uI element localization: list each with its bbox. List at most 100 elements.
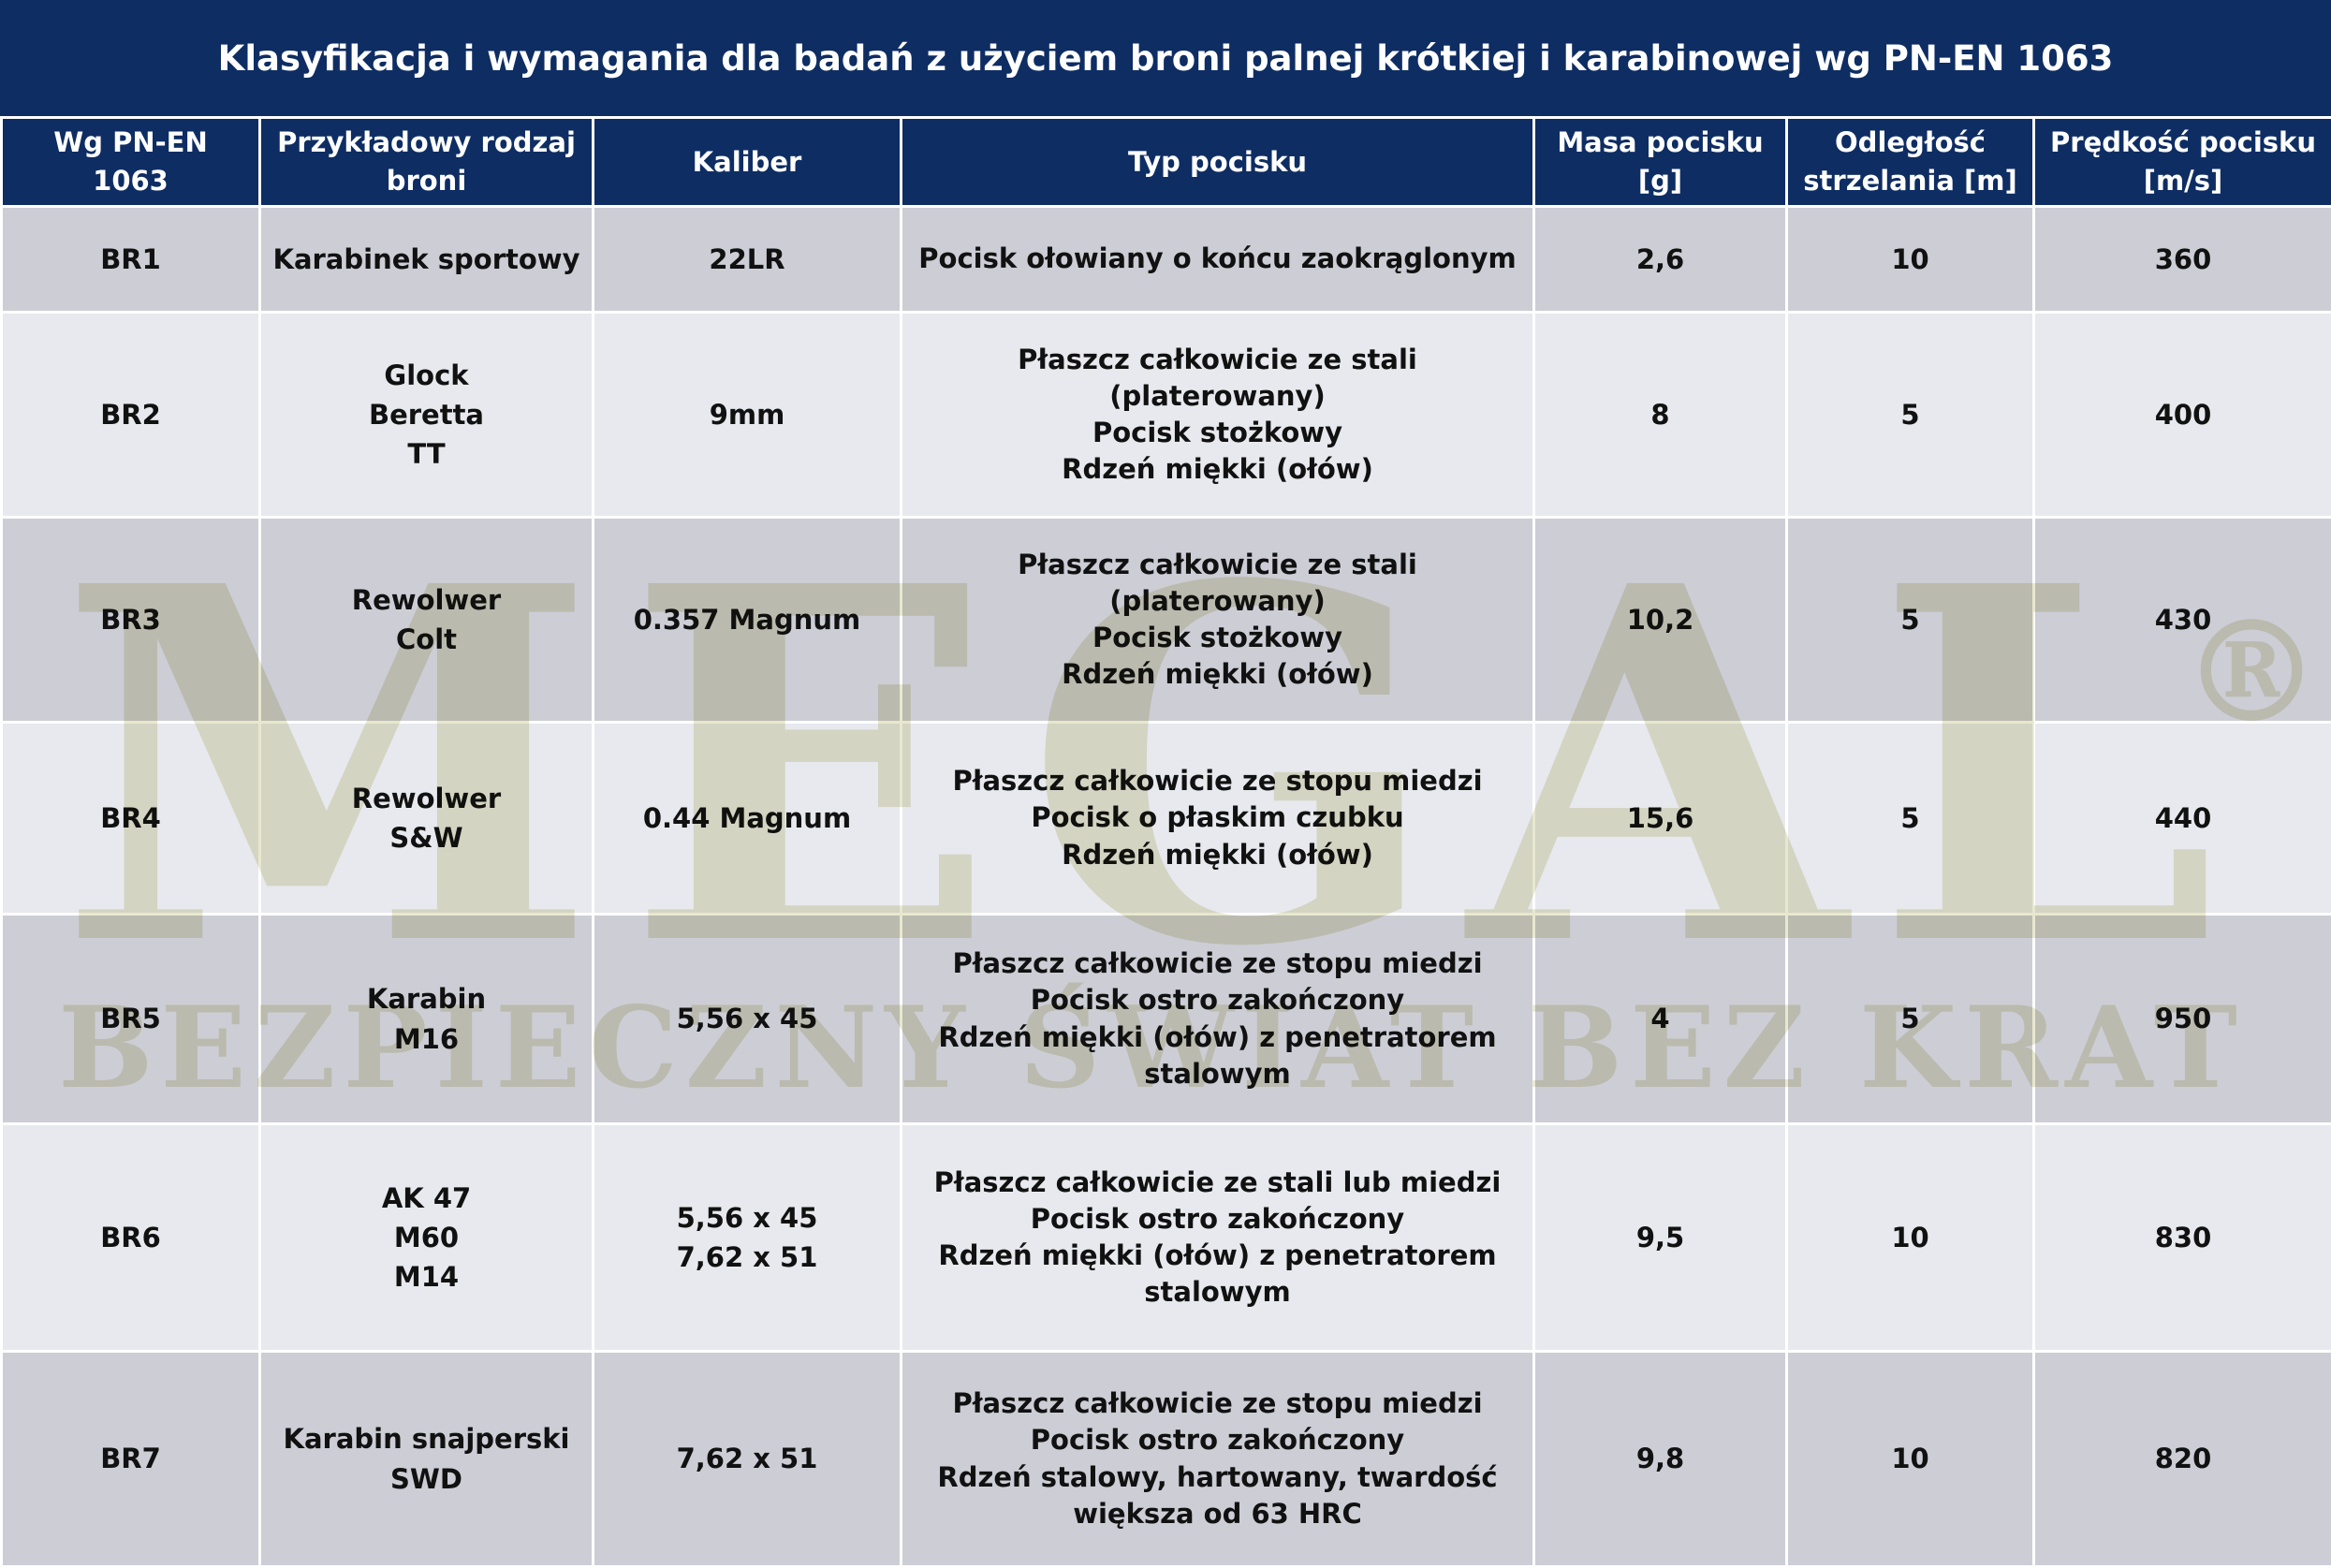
cell-line: 5,56 x 45: [676, 1201, 818, 1234]
cell-line: 9,5: [1635, 1221, 1685, 1253]
cell-line: 22LR: [709, 242, 785, 275]
table-row: BR1 Karabinek sportowy 22LR Pocisk ołowiany…: [0, 205, 2331, 314]
table-cell: 5,56 x 45: [592, 913, 902, 1125]
table-cell: BR6: [0, 1122, 261, 1353]
table-cell: BR1: [0, 205, 261, 314]
table-cell: 15,6: [1532, 721, 1788, 916]
header-cell: Typ pocisku: [900, 116, 1535, 208]
cell-line: 400: [2154, 398, 2212, 431]
table-cell: 10: [1785, 1350, 2035, 1568]
table-cell: Rewolwer S&W: [258, 721, 594, 916]
cell-line: M16: [393, 1022, 460, 1055]
table-cell: BR7: [0, 1350, 261, 1568]
table-cell: 400: [2032, 311, 2331, 519]
table-cell: Płaszcz całkowicie ze stopu miedzi Pocisk…: [900, 913, 1535, 1125]
cell-line: Pocisk ołowiany o końcu zaokrąglonym: [918, 242, 1517, 275]
table-cell: 360: [2032, 205, 2331, 314]
cell-line: Glock: [384, 359, 469, 391]
table-cell: Płaszcz całkowicie ze stali (platerowany…: [900, 516, 1535, 724]
cell-line: 5: [1900, 603, 1920, 636]
table-row: BR7 Karabin snajperski SWD 7,62 x 51 Płaszcz…: [0, 1350, 2331, 1568]
table-cell: BR2: [0, 311, 261, 519]
table-cell: BR4: [0, 721, 261, 916]
table-cell: 5,56 x 45 7,62 x 51: [592, 1122, 902, 1353]
cell-line: TT: [407, 438, 446, 471]
table-cell: 950: [2032, 913, 2331, 1125]
table-cell: 7,62 x 51: [592, 1350, 902, 1568]
cell-line: Pocisk o płaskim czubku: [1031, 801, 1404, 834]
cell-line: 9mm: [709, 398, 785, 431]
cell-line: 5,56 x 45: [676, 1003, 818, 1035]
cell-line: 10: [1891, 242, 1929, 275]
cell-line: 10: [1891, 1221, 1929, 1253]
cell-line: 0.44 Magnum: [642, 801, 852, 834]
cell-line: Rdzeń miękki (ołów): [1062, 658, 1373, 691]
table-cell: 10: [1785, 205, 2035, 314]
cell-line: 440: [2154, 801, 2212, 834]
cell-line: 2,6: [1635, 242, 1685, 275]
cell-line: Colt: [395, 623, 457, 655]
cell-line: 5: [1900, 1003, 1920, 1035]
cell-line: 430: [2154, 603, 2212, 636]
header-cell: Odległość strzelania [m]: [1785, 116, 2035, 208]
table-row: BR2 Glock Beretta TT 9mm Płaszcz całkowicie z…: [0, 311, 2331, 519]
table-row: BR3 Rewolwer Colt 0.357 Magnum Płaszcz całko…: [0, 516, 2331, 724]
table: Wg PN-EN 1063 Przykładowy rodzaj broni Kal…: [0, 116, 2331, 1568]
table-cell: Karabin snajperski SWD: [258, 1350, 594, 1568]
table-cell: 820: [2032, 1350, 2331, 1568]
table-cell: 10,2: [1532, 516, 1788, 724]
header-cell: Masa pocisku [g]: [1532, 116, 1788, 208]
header-cell: Prędkość pocisku [m/s]: [2032, 116, 2331, 208]
cell-line: Rdzeń miękki (ołów): [1062, 838, 1373, 871]
table-row: BR5 Karabin M16 5,56 x 45 Płaszcz całkowicie…: [0, 913, 2331, 1125]
cell-line: Pocisk stożkowy: [1092, 622, 1342, 653]
header-cell: Przykładowy rodzaj broni: [258, 116, 594, 208]
table-row: BR6 AK 47 M60 M14 5,56 x 45 7,62 x 51 Płaszcz …: [0, 1122, 2331, 1353]
table-cell: 5: [1785, 721, 2035, 916]
cell-line: Rewolwer: [351, 782, 502, 814]
table-cell: 5: [1785, 311, 2035, 519]
cell-line: 4: [1650, 1003, 1670, 1035]
cell-line: BR4: [100, 801, 161, 834]
cell-line: 10,2: [1626, 603, 1694, 636]
cell-line: 5: [1900, 801, 1920, 834]
cell-line: Karabin: [366, 983, 487, 1016]
table-cell: Płaszcz całkowicie ze stali lub miedzi Po…: [900, 1122, 1535, 1353]
cell-line: Rdzeń miękki (ołów) z penetratorem stalo…: [938, 1020, 1497, 1090]
table-cell: Karabin M16: [258, 913, 594, 1125]
table-cell: 9mm: [592, 311, 902, 519]
cell-line: Beretta: [368, 398, 485, 431]
table-cell: 4: [1532, 913, 1788, 1125]
table-cell: Karabinek sportowy: [258, 205, 594, 314]
cell-line: 0.357 Magnum: [633, 603, 861, 636]
table-cell: Płaszcz całkowicie ze stopu miedzi Pocisk…: [900, 1350, 1535, 1568]
table-cell: BR5: [0, 913, 261, 1125]
cell-line: Płaszcz całkowicie ze stali (platerowany…: [1018, 548, 1417, 617]
table-cell: 830: [2032, 1122, 2331, 1353]
cell-line: BR3: [100, 603, 161, 636]
cell-line: Karabin snajperski: [283, 1423, 570, 1456]
cell-line: 950: [2154, 1003, 2212, 1035]
cell-line: 360: [2154, 242, 2212, 275]
header-cell: Kaliber: [592, 116, 902, 208]
table-cell: 430: [2032, 516, 2331, 724]
cell-line: Rdzeń stalowy, hartowany, twardość więks…: [937, 1460, 1498, 1530]
table-cell: AK 47 M60 M14: [258, 1122, 594, 1353]
cell-line: S&W: [389, 822, 463, 854]
table-cell: Płaszcz całkowicie ze stopu miedzi Pocisk…: [900, 721, 1535, 916]
table-cell: 10: [1785, 1122, 2035, 1353]
cell-line: Rdzeń miękki (ołów) z penetratorem stalo…: [938, 1239, 1497, 1309]
cell-line: 10: [1891, 1443, 1929, 1475]
cell-line: M60: [393, 1221, 460, 1253]
cell-line: Płaszcz całkowicie ze stali (platerowany…: [1018, 343, 1417, 412]
cell-line: 5: [1900, 398, 1920, 431]
cell-line: M14: [393, 1261, 460, 1294]
table-cell: 2,6: [1532, 205, 1788, 314]
table-cell: Pocisk ołowiany o końcu zaokrąglonym: [900, 205, 1535, 314]
cell-line: 820: [2154, 1443, 2212, 1475]
table-cell: Glock Beretta TT: [258, 311, 594, 519]
table-cell: 22LR: [592, 205, 902, 314]
cell-line: SWD: [390, 1462, 462, 1495]
table-row: BR4 Rewolwer S&W 0.44 Magnum Płaszcz całkowi…: [0, 721, 2331, 916]
